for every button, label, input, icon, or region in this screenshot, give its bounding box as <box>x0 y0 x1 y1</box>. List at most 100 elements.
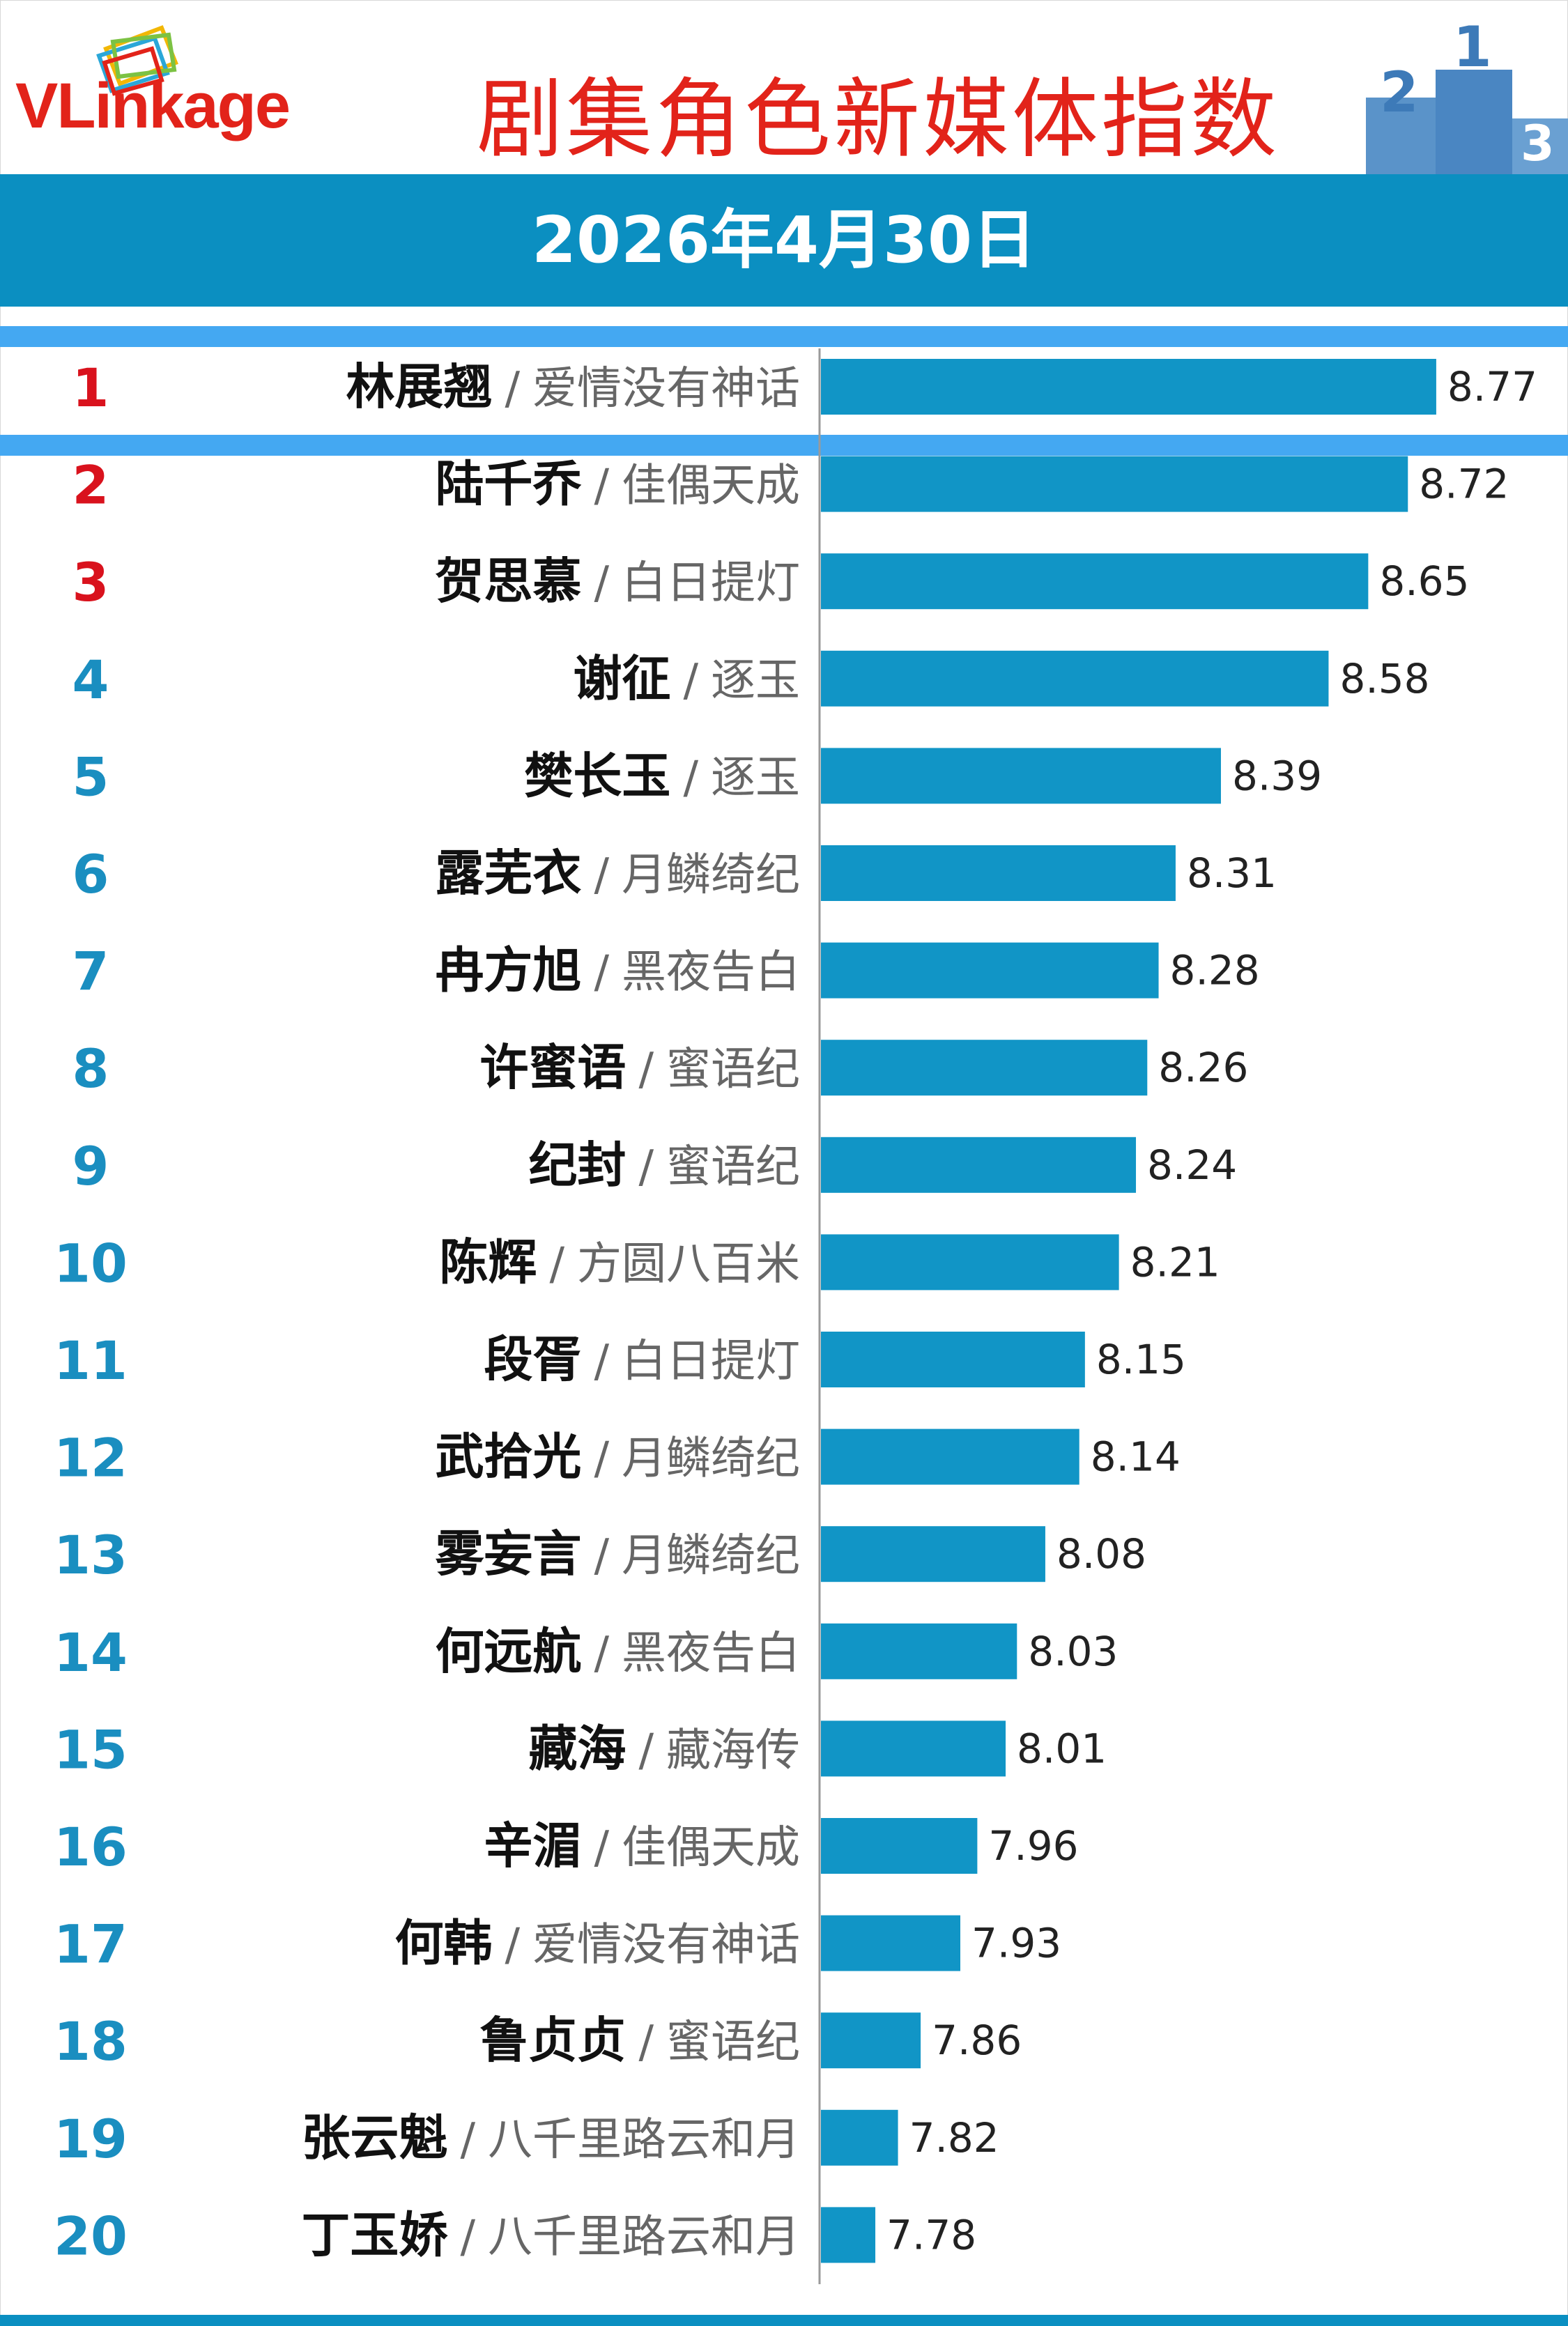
rank-number: 16 <box>54 1816 128 1878</box>
row-label: 段胥 / 白日提灯 <box>484 1331 800 1388</box>
bar <box>821 1234 1119 1291</box>
character-name: 段胥 <box>484 1331 581 1388</box>
drama-name: 月鳞绮纪 <box>622 849 800 901</box>
rank-number: 14 <box>54 1622 128 1684</box>
character-name: 藏海 <box>528 1720 626 1777</box>
character-name: 何韩 <box>394 1915 492 1972</box>
character-name: 陆千乔 <box>435 456 582 513</box>
bar <box>821 1818 978 1874</box>
bar <box>821 1428 1079 1485</box>
date-label: 2026年4月30日 <box>0 174 1568 307</box>
character-name: 纪封 <box>528 1137 626 1194</box>
row-label: 陆千乔 / 佳偶天成 <box>435 456 800 513</box>
drama-name: 黑夜告白 <box>622 1628 800 1679</box>
value-label: 7.78 <box>886 2211 976 2258</box>
rank-number: 12 <box>54 1427 128 1489</box>
bar <box>821 2109 898 2166</box>
character-name: 露芜衣 <box>435 845 581 902</box>
row-label: 冉方旭 / 黑夜告白 <box>435 942 800 999</box>
value-label: 8.21 <box>1130 1238 1220 1286</box>
logo-cards-icon <box>96 25 178 96</box>
podium-icon: 2 1 3 <box>1366 21 1568 174</box>
label-separator: / <box>638 1141 654 1193</box>
bar <box>821 553 1369 610</box>
rank-number: 19 <box>54 2108 128 2170</box>
rank-number: 20 <box>54 2205 128 2267</box>
value-label: 8.03 <box>1028 1628 1118 1675</box>
value-label: 8.31 <box>1187 849 1277 897</box>
value-label: 8.65 <box>1379 557 1469 605</box>
row-label: 雾妄言 / 月鳞绮纪 <box>435 1525 800 1582</box>
rank-number: 7 <box>72 941 109 1003</box>
row-label: 许蜜语 / 蜜语纪 <box>479 1039 800 1096</box>
bar <box>821 2012 921 2069</box>
character-name: 何远航 <box>435 1623 581 1680</box>
rank-number: 4 <box>72 649 109 711</box>
label-separator: / <box>594 461 609 512</box>
label-separator: / <box>460 2211 475 2263</box>
podium-label-3: 3 <box>1521 115 1555 172</box>
value-label: 8.24 <box>1147 1141 1237 1189</box>
label-separator: / <box>594 1336 609 1387</box>
row-label: 丁玉娇 / 八千里路云和月 <box>301 2206 800 2263</box>
character-name: 雾妄言 <box>435 1525 581 1582</box>
drama-name: 爱情没有神话 <box>532 363 800 415</box>
bar <box>821 456 1408 512</box>
label-separator: / <box>460 2114 475 2166</box>
character-name: 陈辉 <box>439 1233 537 1291</box>
rank-number: 17 <box>54 1913 128 1975</box>
podium-label-1: 1 <box>1453 21 1492 79</box>
value-label: 8.01 <box>1017 1725 1107 1772</box>
rank-number: 8 <box>72 1038 109 1100</box>
drama-name: 爱情没有神话 <box>532 1920 800 1971</box>
drama-name: 月鳞绮纪 <box>622 1433 800 1485</box>
character-name: 辛湄 <box>484 1817 581 1874</box>
date-band: 2026年4月30日 <box>0 174 1568 307</box>
row-label: 陈辉 / 方圆八百米 <box>439 1233 800 1291</box>
value-label: 8.26 <box>1158 1044 1248 1091</box>
drama-name: 黑夜告白 <box>622 947 800 999</box>
logo-wordmark: VLinkage <box>15 70 291 141</box>
value-label: 8.77 <box>1447 363 1537 410</box>
bar <box>821 1915 960 1971</box>
value-label: 8.58 <box>1339 655 1429 702</box>
bar <box>821 1526 1045 1582</box>
row-label: 武拾光 / 月鳞绮纪 <box>435 1428 800 1486</box>
bar <box>821 1720 1006 1777</box>
drama-name: 方圆八百米 <box>577 1238 800 1290</box>
value-label: 7.96 <box>988 1822 1078 1870</box>
bar <box>821 942 1159 999</box>
row-label: 藏海 / 藏海传 <box>528 1720 800 1777</box>
drama-name: 白日提灯 <box>622 1336 800 1387</box>
rank-number: 9 <box>72 1135 109 1197</box>
value-label: 8.15 <box>1096 1336 1186 1383</box>
character-name: 丁玉娇 <box>301 2206 448 2263</box>
drama-name: 藏海传 <box>666 1725 800 1776</box>
bar <box>821 359 1436 415</box>
label-separator: / <box>594 1433 609 1485</box>
drama-name: 蜜语纪 <box>666 1044 800 1095</box>
rank-number: 5 <box>72 746 109 808</box>
highlight-top-line <box>0 326 1568 347</box>
drama-name: 佳偶天成 <box>622 1822 800 1874</box>
date-text: 2026年4月30日 <box>531 203 1037 277</box>
drama-name: 佳偶天成 <box>622 461 800 512</box>
rank-number: 2 <box>72 454 109 516</box>
label-separator: / <box>594 947 609 999</box>
label-separator: / <box>505 363 520 415</box>
row-label: 林展翘 / 爱情没有神话 <box>346 358 800 415</box>
drama-name: 蜜语纪 <box>666 1141 800 1193</box>
bar <box>821 1332 1085 1387</box>
row-label: 樊长玉 / 逐玉 <box>524 747 800 804</box>
rank-number: 6 <box>72 843 109 905</box>
character-name: 林展翘 <box>346 358 492 415</box>
drama-name: 蜜语纪 <box>666 2017 800 2068</box>
character-name: 樊长玉 <box>524 747 670 804</box>
row-label: 何远航 / 黑夜告白 <box>435 1623 800 1680</box>
bar <box>821 748 1221 804</box>
row-label: 贺思慕 / 白日提灯 <box>435 553 800 610</box>
drama-name: 逐玉 <box>711 752 800 803</box>
rank-number: 13 <box>54 1524 128 1586</box>
row-label: 鲁贞贞 / 蜜语纪 <box>479 2012 800 2069</box>
